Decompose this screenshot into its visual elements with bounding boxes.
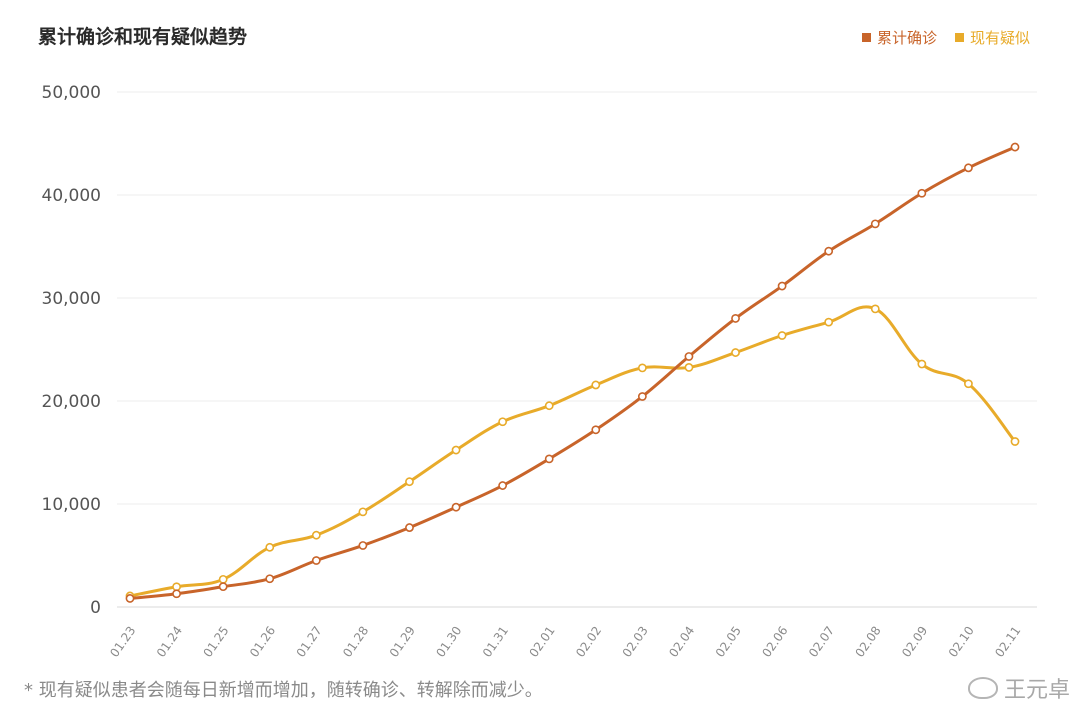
x-tick-label: 02.04: [666, 624, 697, 660]
data-point-confirmed: [591, 425, 601, 435]
legend-label-suspected: 现有疑似: [969, 29, 1030, 47]
series-line-suspected: [128, 305, 1017, 598]
data-point-confirmed: [311, 556, 321, 565]
data-point-confirmed: [544, 454, 554, 464]
data-point-suspected: [544, 401, 554, 411]
data-point-suspected: [917, 359, 927, 369]
x-tick-label: 02.03: [620, 624, 651, 660]
x-tick-label: 02.10: [946, 624, 977, 660]
data-point-confirmed: [265, 574, 275, 584]
x-tick-label: 01.31: [480, 624, 511, 660]
data-point-suspected: [637, 363, 647, 373]
legend-swatch-confirmed: [861, 33, 871, 42]
data-point-confirmed: [731, 314, 740, 323]
y-tick-label: 50,000: [42, 83, 101, 103]
x-tick-label: 02.09: [899, 624, 930, 660]
data-point-confirmed: [964, 163, 973, 173]
x-tick-label: 01.30: [433, 624, 464, 660]
x-tick-label: 02.08: [853, 624, 884, 660]
x-tick-label: 02.06: [759, 624, 790, 660]
data-point-confirmed: [917, 188, 927, 198]
data-point-suspected: [591, 380, 601, 390]
data-point-suspected: [218, 574, 228, 584]
data-point-confirmed: [777, 281, 787, 291]
data-point-confirmed: [1010, 142, 1020, 152]
x-tick-label: 01.28: [340, 624, 371, 660]
data-point-suspected: [358, 507, 368, 517]
y-tick-label: 40,000: [42, 186, 101, 206]
y-tick-label: 10,000: [42, 495, 101, 515]
data-point-confirmed: [358, 541, 368, 550]
x-tick-label: 02.07: [806, 624, 837, 660]
data-point-confirmed: [637, 392, 647, 401]
legend-label-confirmed: 累计确诊: [876, 29, 937, 47]
weibo-logo-icon: [967, 677, 998, 699]
y-tick-label: 20,000: [42, 392, 101, 412]
x-tick-label: 01.24: [154, 624, 185, 660]
data-point-confirmed: [125, 594, 135, 603]
x-tick-label: 01.27: [294, 624, 325, 660]
chart-title: 累计确诊和现有疑似趋势: [38, 26, 248, 48]
data-point-suspected: [824, 317, 834, 327]
legend-item-suspected[interactable]: 现有疑似: [954, 27, 1030, 48]
data-point-suspected: [964, 379, 973, 389]
data-point-suspected: [498, 417, 508, 427]
data-point-suspected: [731, 348, 740, 357]
data-point-suspected: [684, 363, 694, 372]
data-point-confirmed: [824, 246, 834, 256]
data-point-suspected: [777, 331, 787, 340]
y-tick-label: 0: [90, 598, 101, 618]
data-point-confirmed: [451, 502, 461, 512]
x-tick-label: 01.23: [107, 624, 138, 660]
data-point-suspected: [870, 304, 880, 314]
data-point-confirmed: [405, 523, 414, 532]
y-tick-label: 30,000: [42, 289, 101, 309]
data-point-suspected: [172, 582, 181, 592]
data-point-confirmed: [684, 352, 694, 361]
data-point-suspected: [311, 530, 321, 540]
data-point-suspected: [265, 542, 275, 552]
footnote: * 现有疑似患者会随每日新增而增加，随转确诊、转解除而减少。: [24, 680, 543, 701]
x-tick-label: 01.29: [387, 624, 418, 660]
data-point-suspected: [1010, 437, 1020, 446]
x-tick-label: 01.26: [247, 624, 278, 660]
legend: 累计确诊 现有疑似: [861, 27, 1030, 48]
legend-swatch-suspected: [954, 33, 964, 42]
data-point-confirmed: [870, 219, 880, 229]
data-point-suspected: [451, 445, 461, 455]
legend-item-confirmed[interactable]: 累计确诊: [861, 27, 937, 48]
watermark-text: 王元卓: [1003, 678, 1070, 703]
x-tick-label: 02.05: [713, 624, 744, 660]
x-tick-label: 02.02: [573, 624, 604, 660]
x-tick-label: 01.25: [200, 624, 231, 660]
data-point-confirmed: [498, 481, 508, 490]
watermark: 王元卓: [967, 672, 1070, 704]
series-line-confirmed: [128, 145, 1017, 600]
data-point-suspected: [405, 477, 414, 487]
x-tick-label: 02.01: [526, 624, 557, 660]
data-point-confirmed: [218, 582, 228, 592]
x-tick-label: 02.11: [992, 624, 1023, 660]
data-point-confirmed: [172, 589, 181, 599]
